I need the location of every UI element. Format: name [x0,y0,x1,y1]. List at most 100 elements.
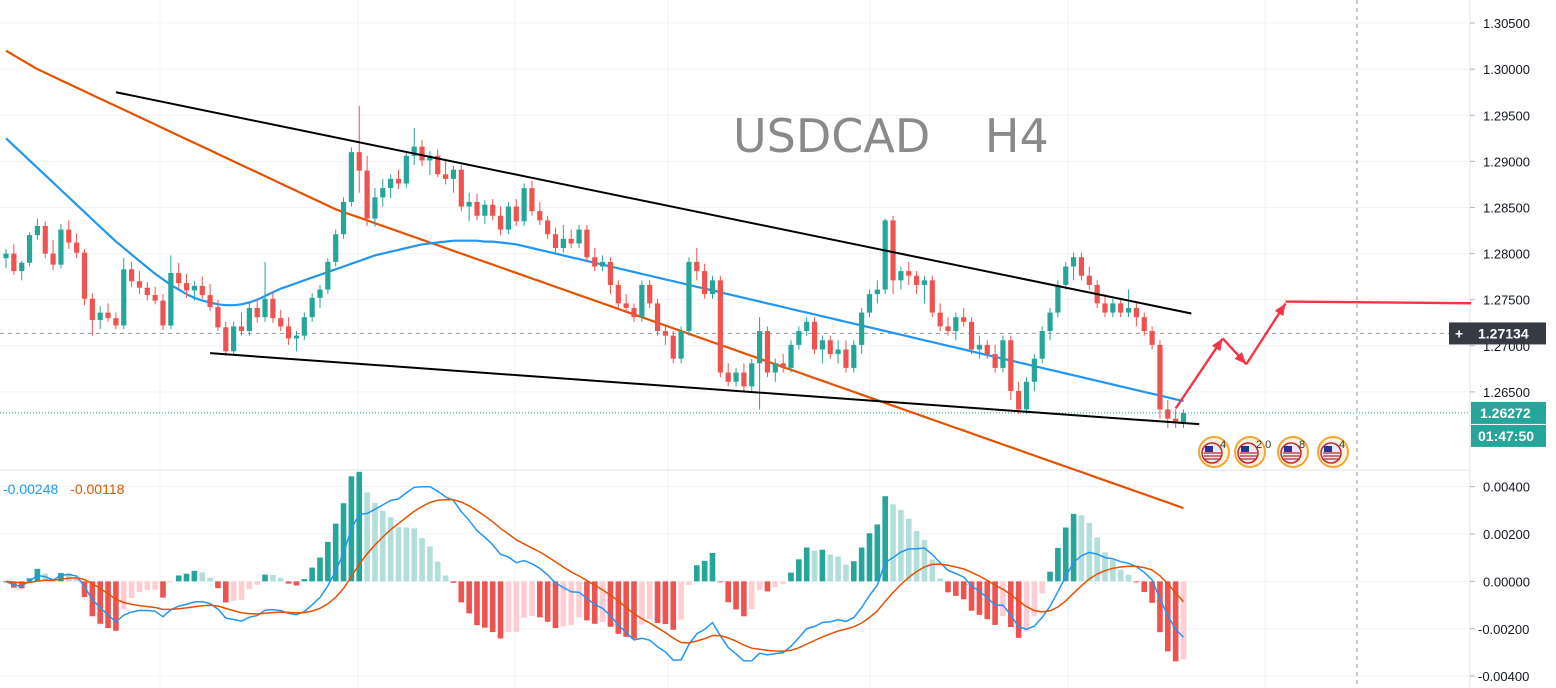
candle[interactable] [152,286,158,305]
candle[interactable] [694,248,700,281]
candle[interactable] [749,358,755,391]
candle[interactable] [654,298,661,336]
candle[interactable] [662,326,668,345]
candle[interactable] [1149,326,1155,350]
candle[interactable] [176,262,182,289]
candle[interactable] [631,303,637,322]
candle[interactable] [1039,326,1045,364]
candle[interactable] [1063,261,1069,290]
candle[interactable] [372,188,378,227]
candle[interactable] [804,317,810,336]
candle[interactable] [819,335,825,364]
candle[interactable] [42,221,48,259]
candle[interactable] [262,261,268,322]
candle[interactable] [66,220,72,249]
candle[interactable] [552,227,559,253]
candle[interactable] [89,293,95,336]
candle[interactable] [1078,252,1085,281]
candle[interactable] [74,233,80,259]
economic-event-marker[interactable]: 4 [1198,436,1230,468]
candle[interactable] [1118,298,1124,318]
candle[interactable] [537,201,543,225]
candle[interactable] [906,261,912,285]
candle[interactable] [505,201,511,235]
candle[interactable] [545,215,551,239]
trendline-layer[interactable] [115,91,1200,426]
candle[interactable] [238,312,245,336]
trendline[interactable] [210,352,1200,426]
candle[interactable] [827,335,833,359]
candle[interactable] [992,344,998,373]
candle[interactable] [1141,312,1147,336]
candle[interactable] [725,363,731,387]
candle[interactable] [709,275,716,299]
candle[interactable] [921,275,928,304]
candle[interactable] [11,244,17,275]
candle[interactable] [3,248,9,269]
candle[interactable] [34,218,40,240]
candle[interactable] [490,199,496,221]
candle[interactable] [788,340,794,373]
candle[interactable] [1016,381,1022,415]
candle[interactable] [160,294,166,331]
candle[interactable] [1000,335,1006,373]
candle[interactable] [914,271,920,295]
candle[interactable] [26,232,33,267]
candle[interactable] [58,224,64,269]
economic-event-marker[interactable]: 2 0 [1234,436,1271,468]
candle[interactable] [293,331,300,352]
candle[interactable] [333,229,339,267]
candle[interactable] [647,280,653,308]
candle[interactable] [105,303,111,322]
candle[interactable] [129,261,135,287]
candle[interactable] [1125,289,1132,318]
candle[interactable] [443,160,449,185]
candle[interactable] [811,317,818,355]
candle[interactable] [19,260,25,281]
candle[interactable] [898,266,904,290]
candle[interactable] [1102,294,1108,318]
candle[interactable] [231,321,237,356]
candle[interactable] [560,224,566,253]
candle[interactable] [772,358,778,382]
candle[interactable] [968,317,975,355]
candle[interactable] [1086,266,1092,290]
candle[interactable] [1071,252,1077,281]
candle[interactable] [976,335,982,359]
candle[interactable] [497,206,504,236]
candle[interactable] [717,275,723,378]
candle[interactable] [780,354,786,373]
candle[interactable] [890,215,896,295]
candle[interactable] [984,340,990,359]
candle[interactable] [639,280,645,322]
candle[interactable] [340,197,347,239]
projection-arrow-layer[interactable] [1174,298,1484,410]
candle[interactable] [121,258,127,330]
candle[interactable] [733,367,739,387]
candle[interactable] [623,294,629,313]
candle[interactable] [325,258,331,295]
candle[interactable] [191,281,197,301]
candle[interactable] [592,248,598,272]
candle[interactable] [364,155,370,226]
candle[interactable] [435,149,441,178]
candle[interactable] [945,317,951,336]
candle[interactable] [1031,354,1037,391]
candle[interactable] [183,273,190,298]
candle[interactable] [223,321,229,356]
candle[interactable] [607,257,614,295]
candle[interactable] [961,307,967,327]
candle[interactable] [380,178,386,207]
candle[interactable] [1008,335,1014,401]
candle[interactable] [1157,340,1163,419]
candle[interactable] [136,271,143,295]
candle[interactable] [144,282,150,301]
candle[interactable] [474,193,480,221]
candle[interactable] [348,147,354,207]
candle[interactable] [207,284,213,311]
candle[interactable] [388,174,394,199]
candle[interactable] [1173,409,1179,428]
candle[interactable] [686,257,692,336]
candle[interactable] [866,289,873,318]
candle[interactable] [835,340,841,364]
